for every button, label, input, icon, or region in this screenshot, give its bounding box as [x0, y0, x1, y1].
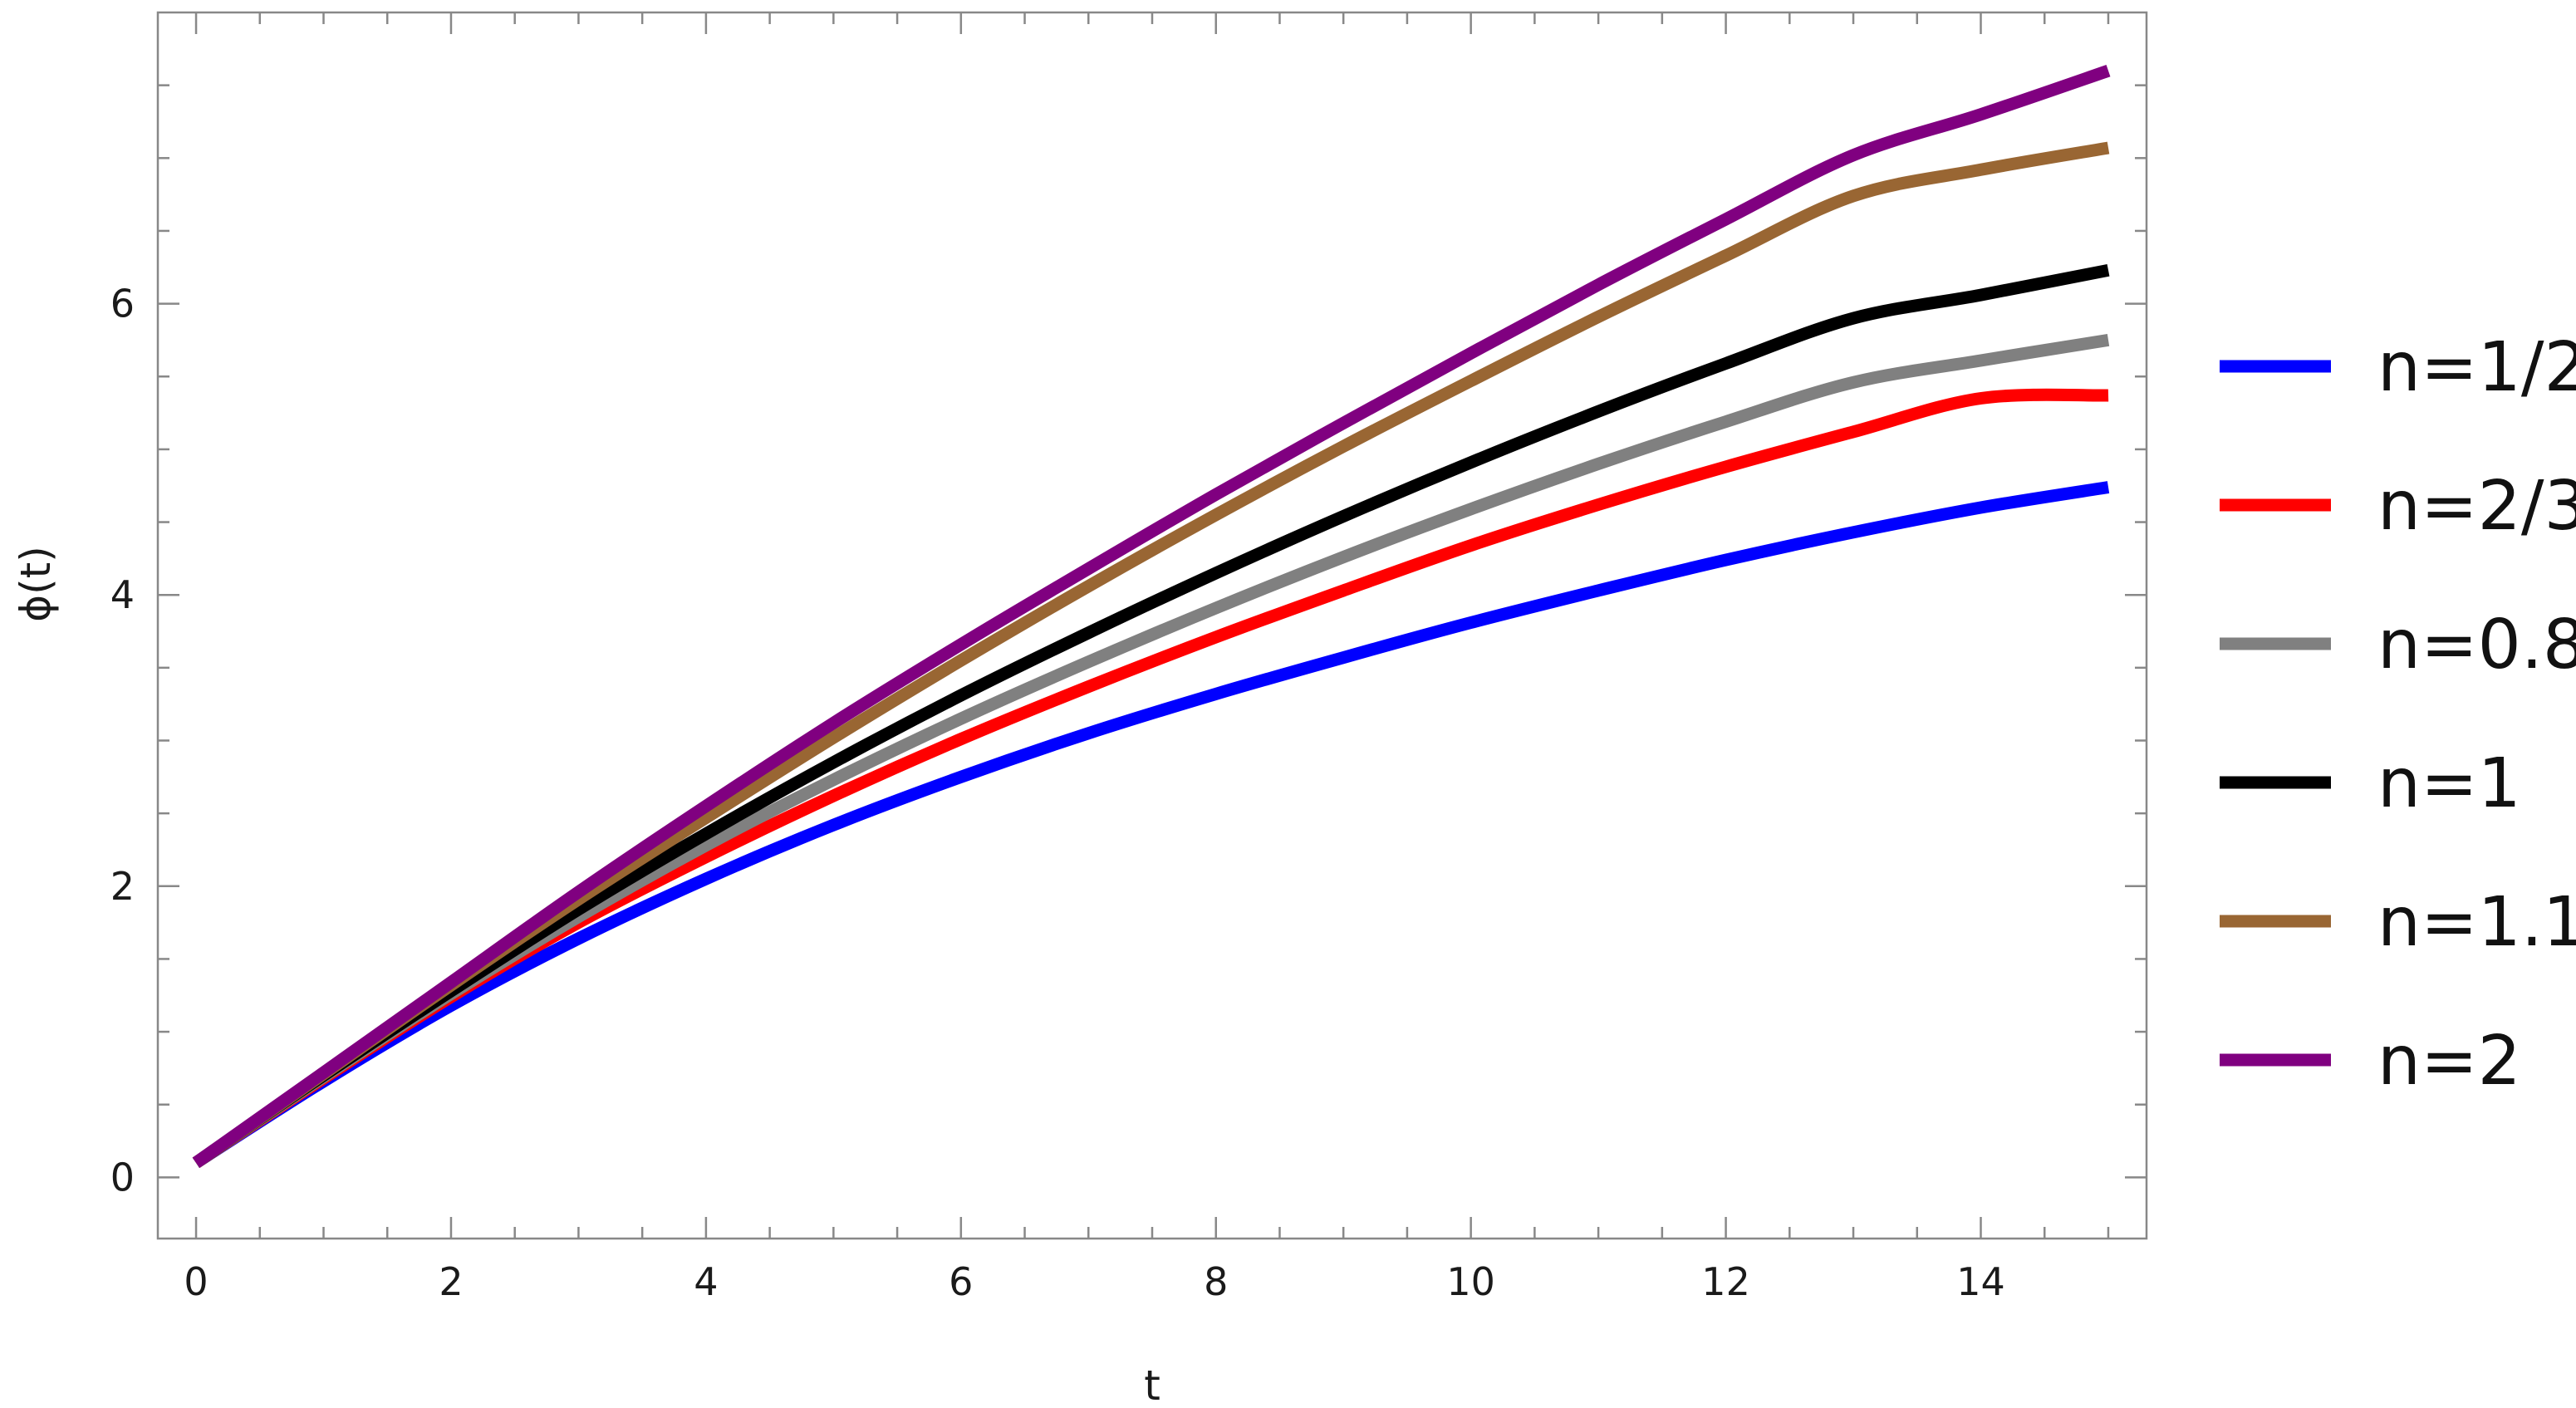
legend-label: n=1/2	[2377, 328, 2576, 407]
legend-label: n=2/3	[2377, 467, 2576, 546]
x-axis-title: t	[1144, 1361, 1160, 1408]
y-tick-label: 6	[110, 282, 135, 326]
labels-layer: 0 2 4 6 8 10 12 14 0 2 4 6	[110, 282, 2005, 1304]
legend-item: n=2	[2220, 1022, 2521, 1101]
y-tick-label: 2	[110, 864, 135, 909]
x-tick-label: 4	[694, 1259, 718, 1304]
x-tick-label: 12	[1701, 1259, 1750, 1304]
legend-label: n=0.8	[2377, 606, 2576, 684]
series-line	[192, 333, 2110, 1169]
legend-label: n=1.1	[2377, 883, 2576, 962]
legend-label: n=1	[2377, 744, 2521, 823]
ticks-layer	[158, 12, 2147, 1239]
series-line	[192, 65, 2111, 1168]
legend: n=1/2 n=2/3 n=0.8 n=1 n=1.1 n=2	[2220, 328, 2576, 1101]
y-axis-title: ϕ(t)	[12, 546, 60, 622]
series-line	[192, 388, 2109, 1169]
x-tick-label: 14	[1956, 1259, 2005, 1304]
y-tick-label: 0	[110, 1155, 135, 1199]
legend-item: n=1.1	[2220, 883, 2576, 962]
x-tick-label: 10	[1446, 1259, 1495, 1304]
x-tick-label: 2	[439, 1259, 463, 1304]
legend-item: n=1	[2220, 744, 2521, 823]
series-line	[192, 263, 2110, 1168]
legend-item: n=0.8	[2220, 606, 2576, 684]
y-tick-label: 4	[110, 572, 135, 617]
series-layer	[192, 65, 2111, 1169]
x-tick-label: 0	[184, 1259, 208, 1304]
legend-item: n=2/3	[2220, 467, 2576, 546]
legend-label: n=2	[2377, 1022, 2521, 1101]
x-tick-label: 6	[949, 1259, 973, 1304]
x-tick-label: 8	[1204, 1259, 1228, 1304]
series-line	[192, 481, 2110, 1169]
legend-item: n=1/2	[2220, 328, 2576, 407]
